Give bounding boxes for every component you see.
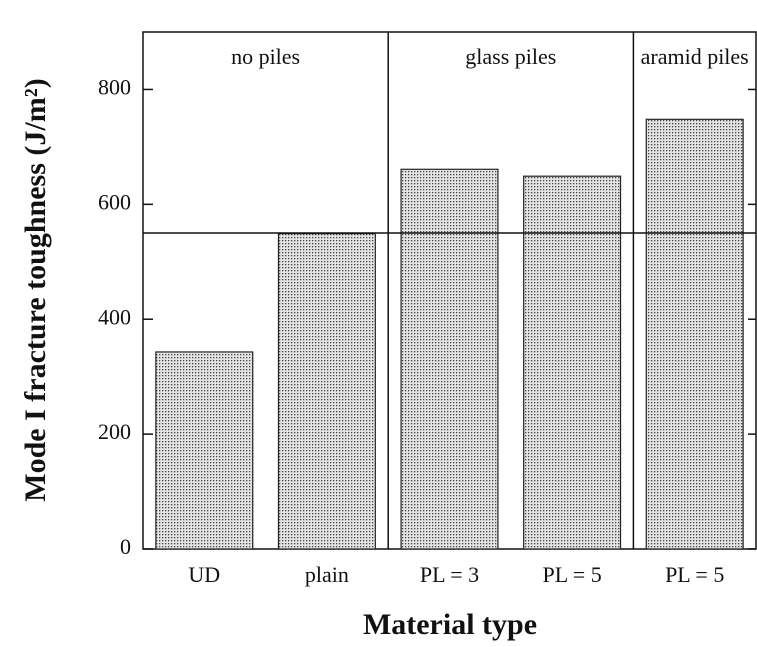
group-label: aramid piles [640,44,749,69]
y-tick-label: 600 [98,189,131,214]
y-axis-title: Mode I fracture toughness (J/m²) [19,78,52,501]
group-label: glass piles [465,44,557,69]
bar [400,168,499,550]
bar [645,118,744,550]
x-tick-label: PL = 5 [665,562,724,587]
group-label: no piles [231,44,301,69]
x-axis-title: Material type [363,608,537,641]
y-tick-label: 800 [98,74,131,99]
bar [155,351,254,550]
x-tick-label: PL = 5 [542,562,601,587]
x-tick-label: PL = 3 [420,562,479,587]
x-tick-label: UD [188,562,220,587]
y-tick-label: 0 [120,534,131,559]
y-tick-label: 200 [98,419,131,444]
bar [277,233,376,550]
y-tick-label: 400 [98,304,131,329]
bar [523,175,622,550]
x-tick-label: plain [305,562,349,587]
